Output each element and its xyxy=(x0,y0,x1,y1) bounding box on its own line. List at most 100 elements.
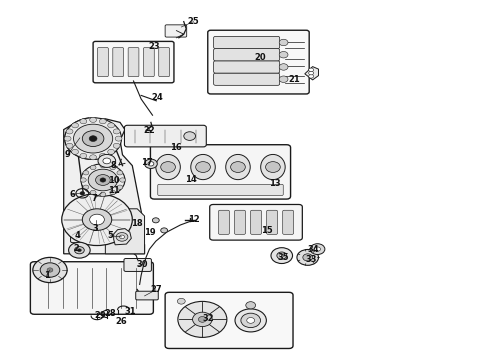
Circle shape xyxy=(303,254,313,261)
Circle shape xyxy=(161,162,175,172)
Text: 34: 34 xyxy=(308,245,319,253)
Polygon shape xyxy=(105,209,145,254)
Circle shape xyxy=(47,268,53,272)
FancyBboxPatch shape xyxy=(124,258,151,271)
Circle shape xyxy=(277,252,287,259)
Circle shape xyxy=(96,175,110,185)
Circle shape xyxy=(279,39,288,46)
FancyBboxPatch shape xyxy=(113,48,123,77)
Text: 10: 10 xyxy=(108,176,120,185)
Circle shape xyxy=(33,257,67,283)
FancyBboxPatch shape xyxy=(219,210,229,234)
Circle shape xyxy=(161,228,168,233)
Polygon shape xyxy=(114,229,131,245)
Circle shape xyxy=(89,136,97,141)
Circle shape xyxy=(88,169,118,191)
FancyBboxPatch shape xyxy=(210,204,302,240)
Circle shape xyxy=(266,162,280,172)
Circle shape xyxy=(40,263,60,277)
Circle shape xyxy=(90,165,96,170)
Ellipse shape xyxy=(191,154,215,180)
Circle shape xyxy=(72,123,78,128)
Circle shape xyxy=(116,233,128,241)
Circle shape xyxy=(280,254,284,257)
Circle shape xyxy=(246,302,256,309)
Circle shape xyxy=(315,247,320,251)
Text: 31: 31 xyxy=(124,307,136,316)
Circle shape xyxy=(113,129,120,134)
FancyBboxPatch shape xyxy=(98,48,108,77)
Circle shape xyxy=(72,149,78,154)
Text: 32: 32 xyxy=(202,314,214,323)
Text: 21: 21 xyxy=(288,75,300,84)
Circle shape xyxy=(77,249,81,252)
Text: 30: 30 xyxy=(136,260,148,269)
Circle shape xyxy=(196,162,210,172)
Circle shape xyxy=(80,153,87,158)
Text: 18: 18 xyxy=(131,219,143,228)
FancyBboxPatch shape xyxy=(250,210,262,234)
FancyBboxPatch shape xyxy=(165,25,187,37)
FancyBboxPatch shape xyxy=(283,210,294,234)
FancyBboxPatch shape xyxy=(235,210,245,234)
Text: 14: 14 xyxy=(185,175,197,184)
Circle shape xyxy=(69,242,90,258)
FancyBboxPatch shape xyxy=(71,225,93,243)
FancyBboxPatch shape xyxy=(214,61,280,73)
FancyBboxPatch shape xyxy=(150,145,291,199)
Text: 17: 17 xyxy=(141,158,153,167)
Circle shape xyxy=(279,51,288,58)
Circle shape xyxy=(309,68,314,72)
Text: 5: 5 xyxy=(107,231,113,240)
Text: 26: 26 xyxy=(116,317,127,325)
Circle shape xyxy=(117,171,123,175)
Circle shape xyxy=(113,143,120,148)
Text: 15: 15 xyxy=(261,226,273,235)
Circle shape xyxy=(279,64,288,70)
Circle shape xyxy=(98,154,116,167)
Circle shape xyxy=(100,192,106,197)
Text: 1: 1 xyxy=(44,271,49,280)
Circle shape xyxy=(99,119,106,124)
Circle shape xyxy=(83,171,89,175)
Text: 7: 7 xyxy=(91,194,97,203)
Circle shape xyxy=(66,143,73,148)
Circle shape xyxy=(99,153,106,158)
Polygon shape xyxy=(305,67,318,80)
FancyBboxPatch shape xyxy=(214,36,280,49)
FancyBboxPatch shape xyxy=(214,73,280,85)
Circle shape xyxy=(271,248,293,264)
Circle shape xyxy=(82,131,104,147)
Circle shape xyxy=(90,214,104,225)
Circle shape xyxy=(90,155,97,160)
Circle shape xyxy=(309,75,314,78)
Circle shape xyxy=(235,309,267,332)
Text: 6: 6 xyxy=(70,190,75,199)
Circle shape xyxy=(80,119,87,124)
Circle shape xyxy=(82,209,112,230)
Text: 20: 20 xyxy=(254,53,266,62)
Circle shape xyxy=(110,165,116,170)
FancyBboxPatch shape xyxy=(267,210,277,234)
Circle shape xyxy=(103,158,111,164)
Circle shape xyxy=(108,149,115,154)
Circle shape xyxy=(100,163,106,168)
FancyBboxPatch shape xyxy=(136,291,158,300)
Circle shape xyxy=(90,117,97,122)
Circle shape xyxy=(198,316,206,322)
Circle shape xyxy=(100,178,106,182)
Circle shape xyxy=(177,298,185,304)
FancyBboxPatch shape xyxy=(214,49,280,61)
FancyBboxPatch shape xyxy=(208,30,309,94)
Text: 29: 29 xyxy=(95,310,106,320)
Text: 25: 25 xyxy=(188,17,199,26)
Text: 35: 35 xyxy=(277,253,289,262)
FancyBboxPatch shape xyxy=(158,184,283,195)
Circle shape xyxy=(145,159,157,168)
Circle shape xyxy=(152,218,159,223)
Text: 11: 11 xyxy=(108,186,120,195)
Circle shape xyxy=(83,185,89,189)
Ellipse shape xyxy=(156,154,180,180)
Circle shape xyxy=(64,136,71,141)
Circle shape xyxy=(74,247,84,254)
